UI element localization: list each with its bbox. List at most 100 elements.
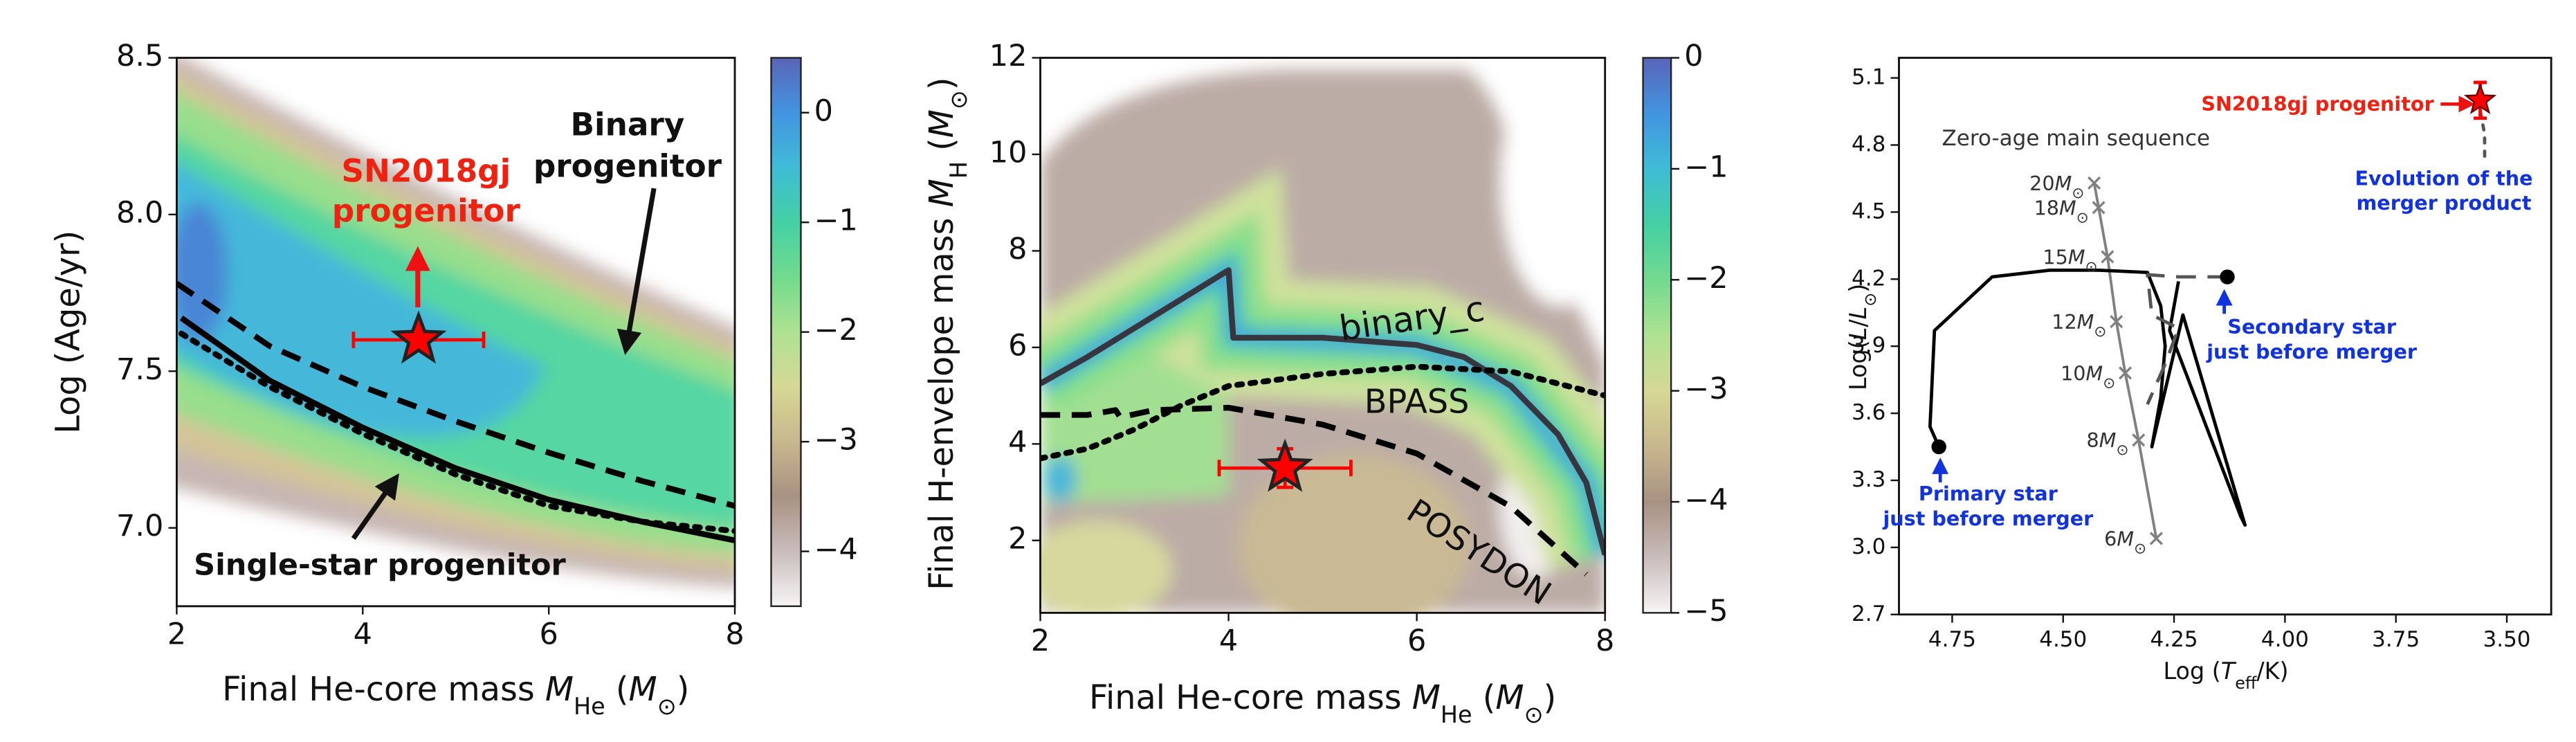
mass-label: 12M⊙ (2052, 310, 2106, 341)
label-part: ⊙ (1524, 700, 1544, 727)
colorbar-tick-label: −1 (1684, 150, 1728, 184)
label-part: H (945, 161, 972, 179)
label-part: ) (1544, 679, 1557, 717)
colorbar (770, 57, 802, 608)
mass-value: 20 (2029, 172, 2054, 195)
y-tick-label: 4.8 (1852, 132, 1885, 156)
mass-unit: ⊙ (2134, 540, 2146, 557)
label-part: ) (1845, 284, 1872, 293)
mass-unit: ⊙ (2094, 323, 2106, 341)
series-line (178, 330, 736, 534)
mass-label: 15M⊙ (2043, 245, 2097, 275)
label-part: ) (923, 77, 961, 90)
x-tick-label: 6 (1407, 624, 1426, 658)
annotation: Secondary star (2227, 315, 2397, 338)
zams-point (2118, 366, 2132, 380)
label-part: /K) (2256, 658, 2288, 685)
annotation: Primary star (1919, 482, 2058, 505)
zams-line (2092, 183, 2158, 539)
mass-value: 18 (2034, 196, 2059, 219)
label-part: eff (2235, 673, 2257, 693)
mass-unit: ⊙ (2085, 258, 2098, 275)
label-part: M (545, 671, 574, 709)
x-tick-label: 8 (1596, 624, 1614, 658)
axes-frame (1039, 57, 1607, 614)
mass-unit: M (2059, 196, 2076, 219)
mass-value: 8 (2087, 428, 2099, 452)
label-part: / (1845, 319, 1872, 327)
y-tick-label: 4.2 (1852, 266, 1885, 291)
arrow (351, 473, 399, 541)
y-tick-label: 10 (989, 135, 1027, 170)
label-part: M (923, 179, 961, 207)
x-axis-label: Final He-core mass MHe (M⊙) (1089, 679, 1556, 728)
zams-point (2149, 532, 2163, 545)
annotation: Binary (570, 107, 684, 143)
x-tick-label: 3.75 (2372, 627, 2420, 652)
y-tick-label: 4 (1008, 425, 1027, 460)
annotation: Evolution of the (2355, 166, 2532, 190)
mass-value: 12 (2052, 310, 2076, 334)
mass-label: 10M⊙ (2061, 361, 2115, 392)
series-label: BPASS (1364, 383, 1470, 422)
x-tick-label: 4 (354, 617, 372, 651)
mass-unit: M (2117, 527, 2134, 550)
label-part: Final He-core mass (222, 671, 545, 709)
y-axis-label: Log (Age/yr) (50, 230, 88, 434)
label-part: Log( (1845, 340, 1872, 390)
x-tick-label: 6 (539, 617, 558, 651)
colorbar (1642, 57, 1672, 614)
x-tick-label: 4.75 (1928, 627, 1976, 652)
label-part: M (629, 671, 657, 709)
annotation: progenitor (332, 192, 521, 229)
mass-value: 15 (2043, 245, 2067, 269)
mass-unit: M (2077, 310, 2094, 334)
y-tick-label: 3.3 (1852, 467, 1885, 492)
series-line (1928, 268, 2247, 527)
series-line (176, 281, 736, 509)
plot-area (1040, 267, 1605, 577)
x-tick-label: 2 (1031, 624, 1050, 658)
x-tick-label: 8 (725, 617, 744, 651)
x-tick-label: 4.50 (2039, 627, 2087, 652)
mass-unit: ⊙ (2076, 209, 2089, 226)
label-part: ( (923, 138, 961, 161)
label-part: L (1845, 307, 1872, 320)
label-part: ( (1472, 679, 1496, 717)
x-tick-label: 4.00 (2261, 627, 2309, 652)
y-tick-label: 4.5 (1852, 199, 1885, 224)
mass-unit: M (2099, 428, 2117, 452)
star-marker (1257, 438, 1313, 492)
label-part: ⊙ (945, 90, 972, 109)
label-part: He (1441, 700, 1472, 727)
zams-point (2092, 201, 2105, 215)
y-tick-label: 8.0 (116, 195, 163, 230)
y-tick-label: 6 (1008, 328, 1027, 363)
zams-point (2101, 250, 2114, 264)
y-tick-label: 2.7 (1852, 601, 1885, 626)
mass-label: 18M⊙ (2034, 196, 2089, 226)
colorbar-tick-label: −5 (1684, 594, 1728, 628)
plot-area (1928, 94, 2487, 545)
y-axis-label: Log(L/L⊙) (1845, 284, 1880, 390)
y-tick-label: 2 (1008, 521, 1027, 556)
label-part: M (1495, 679, 1524, 717)
series-line (1040, 267, 1605, 556)
x-axis-label: Log (Teff/K) (2163, 658, 2288, 693)
x-tick-label: 4 (1219, 624, 1238, 658)
annotation: just before merger (2206, 340, 2418, 363)
annotation: just before merger (1882, 507, 2094, 530)
mass-unit: ⊙ (2072, 184, 2084, 201)
annotation: Single-star progenitor (194, 548, 566, 582)
label-part: L (1845, 327, 1872, 341)
y-tick-label: 7.5 (116, 352, 163, 387)
x-tick-label: 3.50 (2483, 627, 2530, 652)
mass-unit: M (2055, 172, 2072, 195)
label-part: He (574, 692, 605, 719)
series-line (1040, 363, 1605, 462)
label-part: ( (605, 671, 629, 709)
label-part: M (1412, 679, 1441, 717)
plot-area (176, 281, 736, 543)
label-part: Final He-core mass (1089, 679, 1412, 717)
